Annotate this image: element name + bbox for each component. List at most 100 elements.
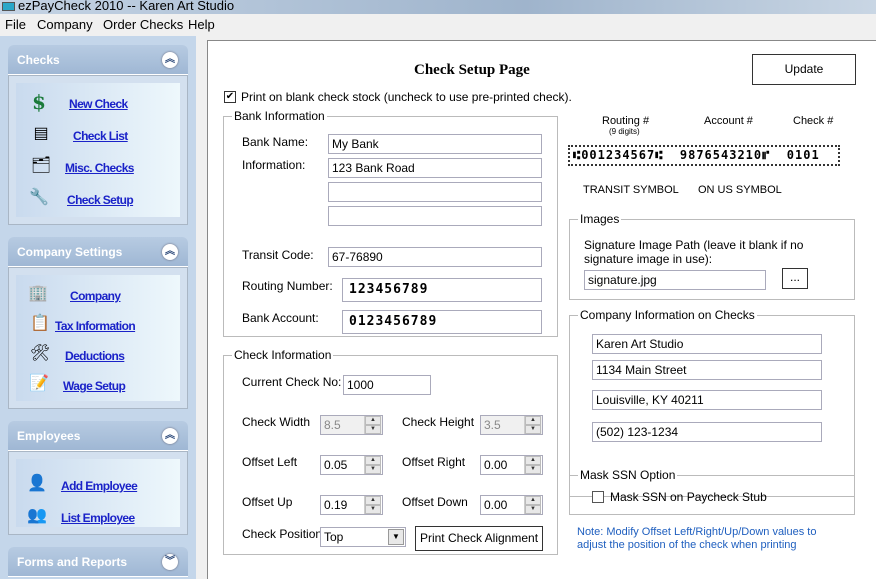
check-height-label: Check Height <box>402 415 475 429</box>
transit-code-input[interactable]: 67-76890 <box>328 247 542 267</box>
routing-number-input[interactable]: 123456789 <box>342 278 542 302</box>
group-title: Forms and Reports <box>17 555 128 569</box>
menu-bar: File Company Order Checks Help <box>0 14 876 36</box>
window-title: ezPayCheck 2010 -- Karen Art Studio <box>18 0 235 13</box>
on-us-symbol-caption: ON US SYMBOL <box>698 184 782 196</box>
spin-up-icon: ▲ <box>525 416 541 425</box>
company-name-input[interactable]: Karen Art Studio <box>592 334 822 354</box>
checks-group: $ New Check ▤ Check List 🗂 Misc. Checks … <box>8 75 188 225</box>
link-company[interactable]: Company <box>70 289 121 303</box>
mask-ssn-checkbox[interactable] <box>592 491 604 503</box>
transit-symbol-caption: TRANSIT SYMBOL <box>583 184 679 196</box>
bank-account-label: Bank Account: <box>242 311 319 325</box>
spinner-value: 0.00 <box>484 458 508 472</box>
information-line-3[interactable] <box>328 206 542 226</box>
company-phone-input[interactable]: (502) 123-1234 <box>592 422 822 442</box>
offset-down-spinner[interactable]: 0.00 ▲ ▼ <box>480 495 543 515</box>
wage-icon: 📝 <box>29 375 49 392</box>
employees-group: 👤 Add Employee 👥 List Employee <box>8 451 188 535</box>
dropdown-arrow-icon[interactable]: ▼ <box>388 529 404 545</box>
building-icon: 🏢 <box>28 285 48 302</box>
check-setup-panel: Check Setup Page Update ✔ Print on blank… <box>207 40 876 579</box>
spin-up-icon[interactable]: ▲ <box>525 496 541 505</box>
offset-left-spinner[interactable]: 0.05 ▲ ▼ <box>320 455 383 475</box>
group-title: Company Settings <box>17 245 123 259</box>
collapse-icon[interactable]: ︽ <box>162 428 178 444</box>
menu-file[interactable]: File <box>5 17 26 32</box>
spinner-value: 0.05 <box>324 458 348 472</box>
signature-path-input[interactable]: signature.jpg <box>584 270 766 290</box>
employee-icon: 👤 <box>27 475 47 492</box>
offset-note: Note: Modify Offset Left/Right/Up/Down v… <box>577 526 817 551</box>
check-information-group: Check Information Current Check No: 1000… <box>223 348 558 555</box>
app-icon <box>2 2 15 11</box>
spin-up-icon[interactable]: ▲ <box>525 456 541 465</box>
spin-down-icon[interactable]: ▼ <box>365 465 381 474</box>
spinner-value: 0.00 <box>484 498 508 512</box>
link-list-employee[interactable]: List Employee <box>61 511 135 525</box>
images-group: Images Signature Image Path (leave it bl… <box>569 212 855 300</box>
link-add-employee[interactable]: Add Employee <box>61 479 138 493</box>
employees-group-header[interactable]: Employees ︽ <box>8 421 188 451</box>
spin-down-icon: ▼ <box>365 425 381 434</box>
offset-down-label: Offset Down <box>402 495 468 509</box>
update-button[interactable]: Update <box>752 54 856 85</box>
company-group-header[interactable]: Company Settings ︽ <box>8 237 188 267</box>
browse-button[interactable]: ... <box>782 268 808 289</box>
spinner-value: 0.19 <box>324 498 348 512</box>
link-check-setup[interactable]: Check Setup <box>67 193 134 207</box>
spinner-value: 8.5 <box>324 418 341 432</box>
spin-up-icon: ▲ <box>365 416 381 425</box>
blank-stock-label: Print on blank check stock (uncheck to u… <box>241 90 572 104</box>
check-position-label: Check Position <box>242 527 323 541</box>
blank-stock-checkbox[interactable]: ✔ <box>224 91 236 103</box>
page-title: Check Setup Page <box>414 62 530 78</box>
spin-up-icon[interactable]: ▲ <box>365 456 381 465</box>
link-new-check[interactable]: New Check <box>69 97 128 111</box>
link-tax-information[interactable]: Tax Information <box>55 319 136 333</box>
check-list-icon: ▤ <box>33 125 49 142</box>
group-legend: Check Information <box>232 348 334 362</box>
expand-icon[interactable]: ︾ <box>162 554 178 570</box>
bank-information-group: Bank Information Bank Name: My Bank Info… <box>223 109 558 337</box>
link-misc-checks[interactable]: Misc. Checks <box>65 161 134 175</box>
mask-ssn-group: Mask SSN Option Mask SSN on Paycheck Stu… <box>569 468 855 515</box>
employees-icon: 👥 <box>27 507 47 524</box>
collapse-icon[interactable]: ︽ <box>162 52 178 68</box>
bank-name-input[interactable]: My Bank <box>328 134 542 154</box>
spin-up-icon[interactable]: ▲ <box>365 496 381 505</box>
offset-up-label: Offset Up <box>242 495 293 509</box>
forms-group-header[interactable]: Forms and Reports ︾ <box>8 547 188 577</box>
check-width-spinner: 8.5 ▲ ▼ <box>320 415 383 435</box>
spin-down-icon[interactable]: ▼ <box>365 505 381 514</box>
company-address-input[interactable]: 1134 Main Street <box>592 360 822 380</box>
offset-right-spinner[interactable]: 0.00 ▲ ▼ <box>480 455 543 475</box>
company-group: 🏢 Company 📋 Tax Information 🛠 Deductions… <box>8 267 188 409</box>
menu-help[interactable]: Help <box>188 17 215 32</box>
offset-up-spinner[interactable]: 0.19 ▲ ▼ <box>320 495 383 515</box>
information-line-2[interactable] <box>328 182 542 202</box>
link-wage-setup[interactable]: Wage Setup <box>63 379 126 393</box>
check-position-select[interactable]: Top ▼ <box>320 527 406 547</box>
splitter[interactable] <box>196 36 207 579</box>
collapse-icon[interactable]: ︽ <box>162 244 178 260</box>
group-legend: Bank Information <box>232 109 327 123</box>
routing-number-label: Routing Number: <box>242 279 333 293</box>
menu-company[interactable]: Company <box>37 17 93 32</box>
company-city-input[interactable]: Louisville, KY 40211 <box>592 390 822 410</box>
bank-account-input[interactable]: 0123456789 <box>342 310 542 334</box>
spin-down-icon[interactable]: ▼ <box>525 505 541 514</box>
wrench-icon: 🔧 <box>29 189 49 206</box>
menu-order-checks[interactable]: Order Checks <box>103 17 184 32</box>
spin-down-icon[interactable]: ▼ <box>525 465 541 474</box>
title-bar: ezPayCheck 2010 -- Karen Art Studio <box>0 0 876 14</box>
print-check-alignment-button[interactable]: Print Check Alignment <box>415 526 543 551</box>
link-check-list[interactable]: Check List <box>73 129 128 143</box>
tax-form-icon: 📋 <box>30 315 50 332</box>
current-check-input[interactable]: 1000 <box>343 375 431 395</box>
check-caption: Check # <box>793 115 834 127</box>
information-line-1[interactable]: 123 Bank Road <box>328 158 542 178</box>
link-deductions[interactable]: Deductions <box>65 349 125 363</box>
sidebar: Checks ︽ $ New Check ▤ Check List 🗂 Misc.… <box>0 36 196 579</box>
checks-group-header[interactable]: Checks ︽ <box>8 45 188 75</box>
